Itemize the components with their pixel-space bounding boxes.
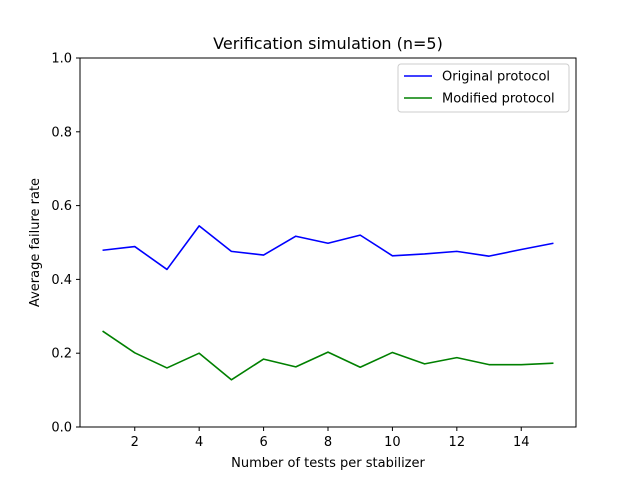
legend-box bbox=[397, 63, 570, 113]
x-tick-label: 12 bbox=[449, 435, 466, 450]
y-tick-label: 0.6 bbox=[51, 199, 72, 214]
y-tick-label: 0.8 bbox=[51, 125, 72, 140]
series-line-modified-protocol bbox=[102, 330, 554, 381]
y-tick-label: 1.0 bbox=[51, 52, 72, 67]
legend-entry-label: Original protocol bbox=[442, 70, 550, 85]
x-tick-label: 14 bbox=[513, 435, 530, 450]
x-tick-label: 6 bbox=[259, 435, 267, 450]
series-line-original-protocol bbox=[102, 225, 554, 271]
y-tick-label: 0.4 bbox=[51, 273, 72, 288]
chart-title: Verification simulation (n=5) bbox=[213, 34, 443, 53]
y-axis-label: Average failure rate bbox=[28, 178, 43, 307]
y-tick-label: 0.2 bbox=[51, 347, 72, 362]
y-tick-label: 0.0 bbox=[51, 421, 72, 436]
x-tick-label: 8 bbox=[324, 435, 332, 450]
x-axis-label: Number of tests per stabilizer bbox=[231, 456, 425, 471]
series-layer bbox=[102, 225, 554, 381]
x-tick-label: 4 bbox=[195, 435, 203, 450]
x-tick-label: 2 bbox=[131, 435, 139, 450]
x-axis: 2 4 6 8 10 12 14 bbox=[131, 427, 530, 450]
legend: Original protocol Modified protocol bbox=[397, 63, 570, 113]
x-tick-label: 10 bbox=[384, 435, 401, 450]
legend-entry-label: Modified protocol bbox=[442, 92, 555, 107]
y-axis: 0.0 0.2 0.4 0.6 0.8 1.0 bbox=[51, 52, 80, 436]
